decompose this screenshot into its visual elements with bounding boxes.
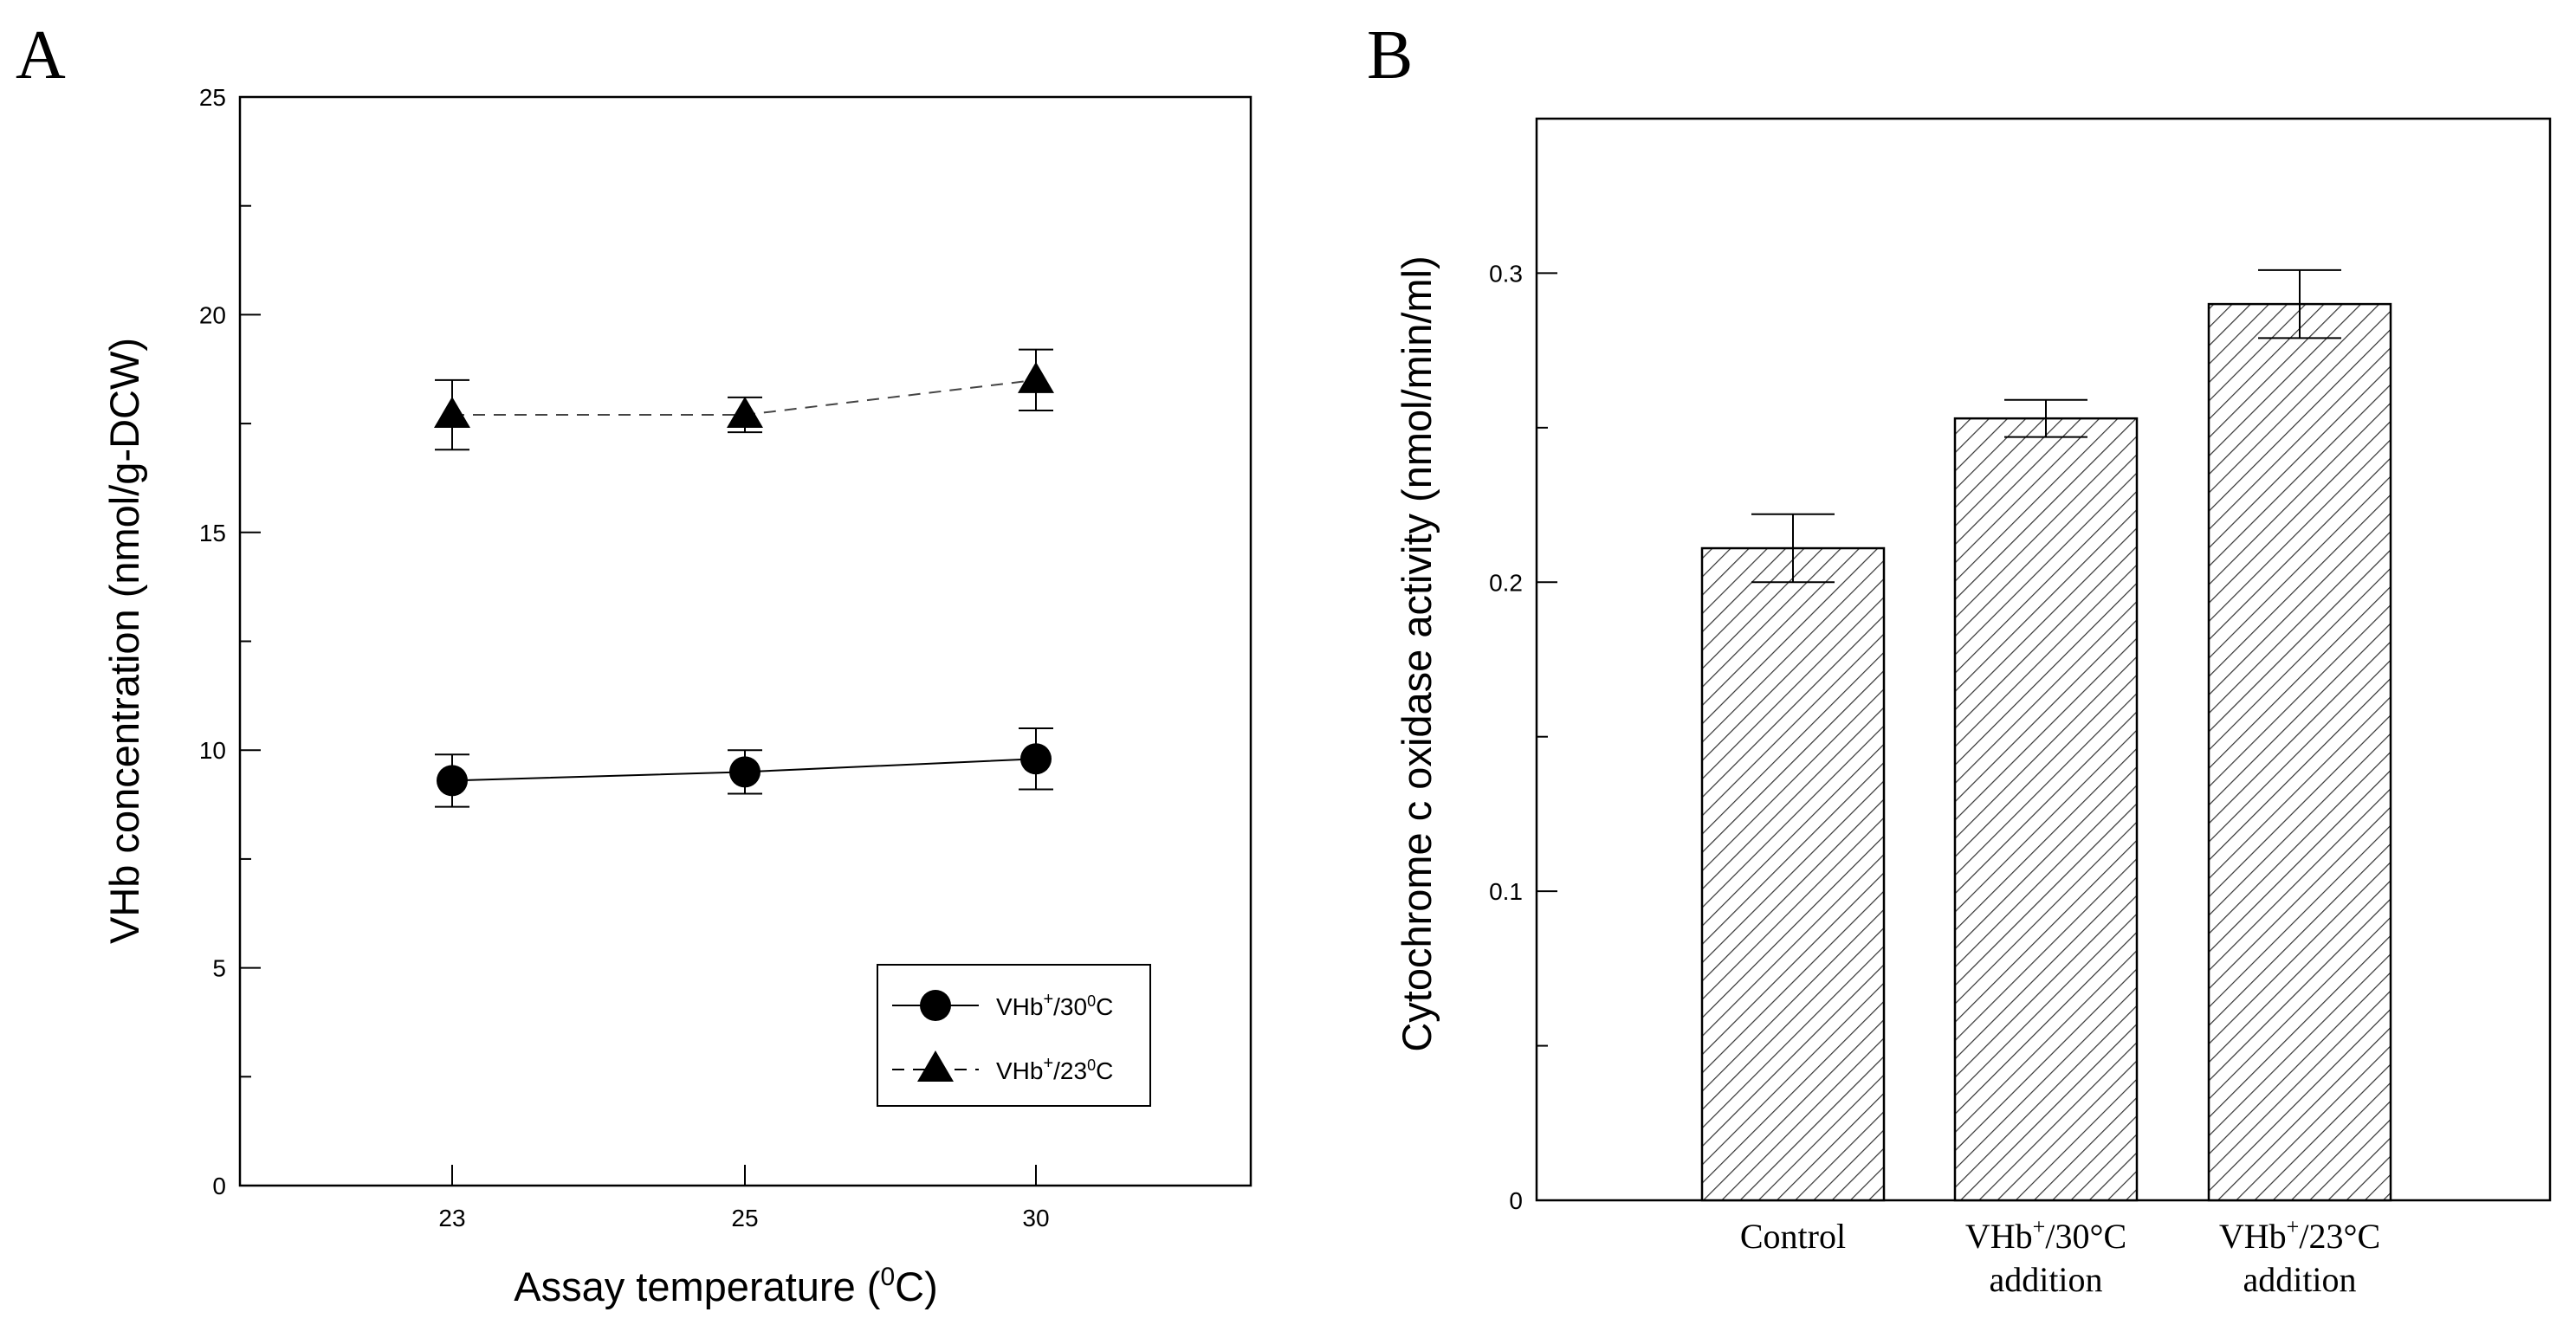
data-point-triangle — [1018, 361, 1054, 393]
bar-group-2 — [1953, 398, 2139, 1202]
legend-entry-2: VHb+/230C — [892, 1050, 1113, 1084]
bar — [1953, 417, 2139, 1202]
y-tick-label: 0 — [1509, 1187, 1523, 1214]
x-tick-label: 23 — [438, 1205, 465, 1231]
series-1 — [435, 727, 1053, 808]
y-tick-label: 0.1 — [1489, 878, 1523, 905]
legend-entry-1: VHb+/300C — [892, 990, 1113, 1021]
series-2 — [434, 348, 1054, 451]
y-tick-label: 5 — [212, 955, 226, 982]
panel-a-legend: VHb+/300C VHb+/230C — [877, 964, 1151, 1107]
bar — [2207, 302, 2392, 1202]
y-tick-label: 25 — [199, 84, 226, 111]
panel-b-y-axis: 0 0.1 0.2 0.3 — [1489, 118, 1557, 1214]
legend-triangle-marker — [917, 1050, 954, 1082]
y-tick-label: 0.3 — [1489, 260, 1523, 287]
legend-box — [877, 964, 1151, 1107]
panel-a-series — [434, 348, 1054, 808]
panel-b-label: B — [1367, 17, 1413, 94]
panel-a-y-axis: 0 5 10 15 20 25 — [199, 84, 261, 1199]
panel-a-x-axis: 23 25 30 — [438, 1165, 1050, 1231]
y-tick-label: 10 — [199, 737, 226, 764]
bar-group-1 — [1700, 513, 1886, 1202]
panel-a-y-axis-title: VHb concentration (nmol/g-DCW) — [101, 338, 147, 944]
panel-b-y-axis-title: Cytochrome c oxidase activity (nmol/min/… — [1394, 255, 1440, 1051]
data-point-circle — [1020, 743, 1052, 775]
panel-a-x-axis-title: Assay temperature (0C) — [514, 1263, 937, 1309]
y-tick-label: 0.2 — [1489, 569, 1523, 596]
panel-b-bars — [1700, 268, 2392, 1202]
y-tick-label: 15 — [199, 520, 226, 546]
bar-group-3 — [2207, 268, 2392, 1202]
data-point-circle — [437, 765, 468, 797]
x-category-label: Control — [1740, 1217, 1846, 1256]
panel-b-x-axis: Control VHb+/30°C addition VHb+/23°C additio… — [1740, 1214, 2380, 1299]
y-tick-label: 0 — [212, 1173, 226, 1199]
panel-a: A 0 5 10 15 20 25 23 25 30 VHb concentration (n… — [16, 17, 1252, 1309]
data-point-triangle — [434, 397, 470, 429]
x-category-label-line2: addition — [1989, 1260, 2102, 1299]
legend-label-1: VHb+/300C — [996, 990, 1113, 1020]
data-point-circle — [729, 756, 761, 788]
x-category-label-line2: addition — [2243, 1260, 2356, 1299]
x-tick-label: 25 — [731, 1205, 758, 1231]
x-category-label: VHb+/30°C — [1965, 1214, 2126, 1256]
data-point-triangle — [727, 397, 763, 429]
x-tick-label: 30 — [1022, 1205, 1049, 1231]
panel-b: B 0 0.1 0.2 0.3 Control VHb+/30°C addition VHb… — [1367, 17, 2552, 1299]
x-category-label: VHb+/23°C — [2219, 1214, 2380, 1256]
legend-label-2: VHb+/230C — [996, 1054, 1113, 1084]
y-tick-label: 20 — [199, 301, 226, 328]
bar — [1700, 546, 1886, 1202]
legend-circle-marker — [920, 990, 951, 1021]
panel-a-label: A — [16, 17, 66, 94]
